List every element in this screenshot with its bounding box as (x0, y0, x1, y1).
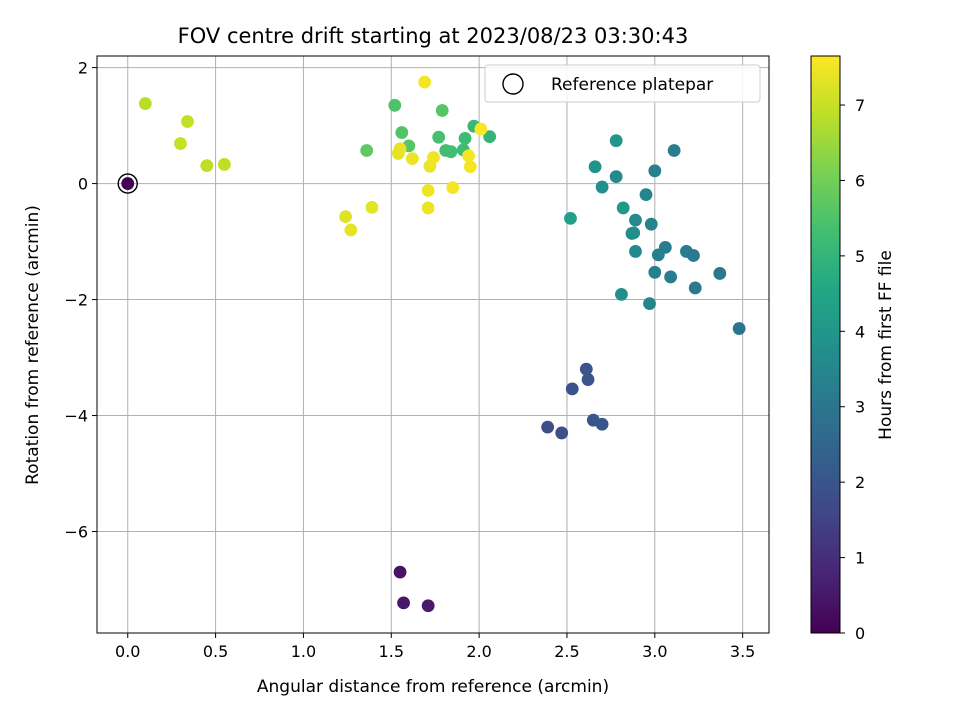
x-tick-label: 3.0 (642, 642, 667, 661)
colorbar-tick-label: 7 (855, 96, 865, 115)
data-point (446, 181, 460, 195)
colorbar: 0 1 2 3 4 5 6 7 Hours from first FF file (810, 55, 896, 643)
colorbar-tick-label: 2 (855, 473, 865, 492)
data-point (555, 426, 569, 440)
data-point (435, 104, 449, 117)
data-point (200, 159, 214, 173)
legend-entry-reference-platepar: Reference platepar (551, 75, 713, 95)
data-point (651, 248, 665, 262)
x-tick-label: 1.5 (379, 642, 404, 661)
x-tick-label: 3.5 (730, 642, 755, 661)
data-point (474, 122, 488, 136)
data-point (609, 134, 623, 148)
data-point (439, 144, 453, 157)
data-point (427, 151, 440, 164)
data-point (432, 130, 446, 144)
data-point (732, 322, 746, 335)
data-point (664, 270, 678, 284)
data-point (339, 210, 352, 224)
data-point (365, 200, 379, 214)
y-tick-label: −6 (64, 523, 88, 542)
x-tick-label: 0.0 (115, 642, 140, 661)
data-point (629, 213, 642, 227)
data-point (713, 267, 727, 280)
legend-marker-reference (502, 73, 524, 95)
data-point (395, 126, 409, 139)
data-point (388, 98, 402, 112)
data-point (393, 142, 407, 156)
data-point (627, 226, 641, 240)
data-point (629, 245, 642, 258)
data-point (421, 201, 435, 215)
data-point (588, 160, 602, 174)
data-point (217, 158, 231, 171)
x-axis-ticks: 0.0 0.5 1.0 1.5 2.0 2.5 3.0 3.5 (115, 633, 755, 661)
colorbar-tick-label: 5 (855, 247, 865, 266)
x-tick-label: 2.0 (466, 642, 491, 661)
data-point (595, 417, 609, 431)
data-point (579, 362, 593, 376)
colorbar-bar (810, 55, 841, 634)
x-tick-label: 2.5 (554, 642, 579, 661)
data-point (344, 223, 358, 237)
y-tick-label: 2 (78, 59, 88, 78)
data-point (643, 297, 656, 311)
data-point (418, 75, 432, 89)
data-point (541, 420, 555, 434)
y-tick-label: −4 (64, 407, 88, 426)
data-point (644, 217, 658, 231)
data-point (421, 599, 435, 613)
data-point (397, 596, 410, 610)
legend-box (484, 64, 761, 103)
y-axis-ticks: 2 0 −2 −4 −6 (64, 59, 97, 542)
data-point (181, 115, 194, 128)
data-point (174, 137, 187, 150)
data-point (458, 131, 472, 145)
data-point (616, 201, 630, 215)
chart-title: FOV centre drift starting at 2023/08/23 … (178, 24, 689, 48)
colorbar-tick-label: 0 (855, 624, 865, 643)
data-point (595, 180, 609, 194)
data-point (463, 160, 477, 174)
data-point (667, 144, 681, 157)
data-point (565, 382, 579, 396)
data-point (360, 144, 374, 157)
x-tick-label: 0.5 (203, 642, 228, 661)
data-point (405, 152, 419, 166)
colorbar-ticks: 0 1 2 3 4 5 6 7 (840, 96, 865, 643)
data-point (688, 281, 702, 295)
data-point (648, 164, 662, 178)
data-point (393, 565, 407, 579)
plot-frame (96, 55, 770, 634)
data-point (462, 149, 475, 163)
data-point (483, 130, 497, 144)
colorbar-tick-label: 6 (855, 171, 865, 190)
data-point (648, 265, 662, 279)
data-point (421, 184, 435, 197)
data-point (121, 177, 135, 190)
data-point (564, 211, 577, 225)
y-tick-label: 0 (78, 175, 88, 194)
data-point (639, 188, 653, 201)
data-point (609, 170, 623, 184)
data-point (581, 373, 595, 386)
data-point (615, 287, 628, 301)
legend: Reference platepar (484, 64, 761, 103)
colorbar-tick-label: 3 (855, 398, 865, 417)
y-axis-label: Rotation from reference (arcmin) (23, 205, 43, 485)
x-axis-label: Angular distance from reference (arcmin) (257, 677, 609, 697)
colorbar-tick-label: 4 (855, 322, 865, 341)
data-points (117, 75, 746, 613)
colorbar-label: Hours from first FF file (876, 250, 896, 440)
x-tick-label: 1.0 (291, 642, 316, 661)
data-point (680, 245, 693, 258)
y-tick-label: −2 (64, 291, 88, 310)
grid (97, 56, 769, 633)
data-point (138, 97, 152, 110)
colorbar-tick-label: 1 (855, 549, 865, 568)
reference-platepar-marker (117, 173, 138, 194)
